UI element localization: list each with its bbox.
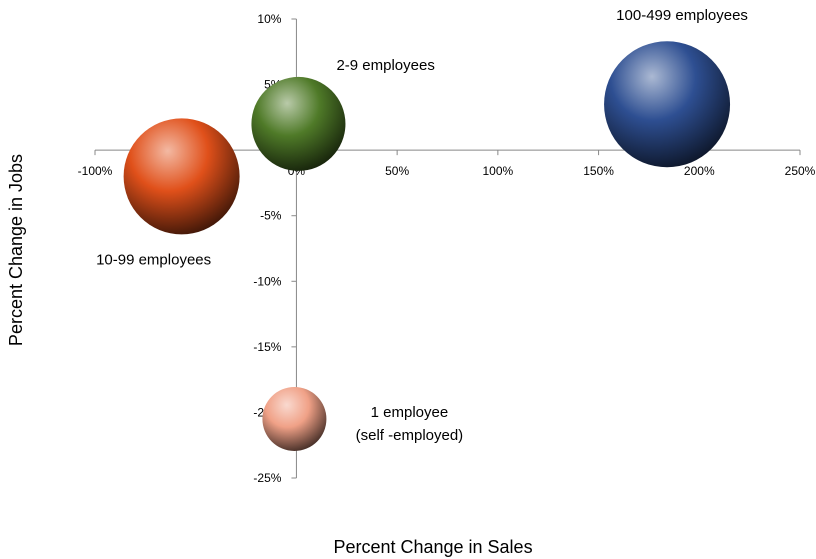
x-tick-label: 250% <box>785 164 816 178</box>
y-tick-label: -10% <box>253 274 281 288</box>
y-axis-title: Percent Change in Jobs <box>6 154 26 346</box>
bubble-label: 2-9 employees <box>336 57 434 74</box>
bubbles <box>123 41 731 451</box>
y-tick-label: 10% <box>257 12 281 26</box>
x-tick-label: -100% <box>78 164 113 178</box>
bubble-labels: 2-9 employees 100-499 employees 10-99 empl… <box>96 7 748 444</box>
x-axis-title: Percent Change in Sales <box>333 537 532 557</box>
x-tick-label: 50% <box>385 164 409 178</box>
y-tick-label: -25% <box>253 471 281 485</box>
bubble <box>604 41 731 168</box>
x-tick-label: 200% <box>684 164 715 178</box>
bubble-label: 100-499 employees <box>616 7 748 24</box>
bubble <box>262 386 327 451</box>
bubble-label: 1 employee <box>371 404 449 421</box>
tick-labels: -100%-50%0%50%100%150%200%250%10%5%0%-5%… <box>78 12 816 485</box>
y-tick-label: -15% <box>253 340 281 354</box>
x-tick-label: 150% <box>583 164 614 178</box>
x-tick-label: 100% <box>483 164 514 178</box>
y-tick-label: -5% <box>260 209 282 223</box>
bubble-label: 10-99 employees <box>96 251 211 268</box>
bubble <box>251 76 346 171</box>
bubble <box>123 118 240 235</box>
bubble-label: (self -employed) <box>356 427 464 444</box>
